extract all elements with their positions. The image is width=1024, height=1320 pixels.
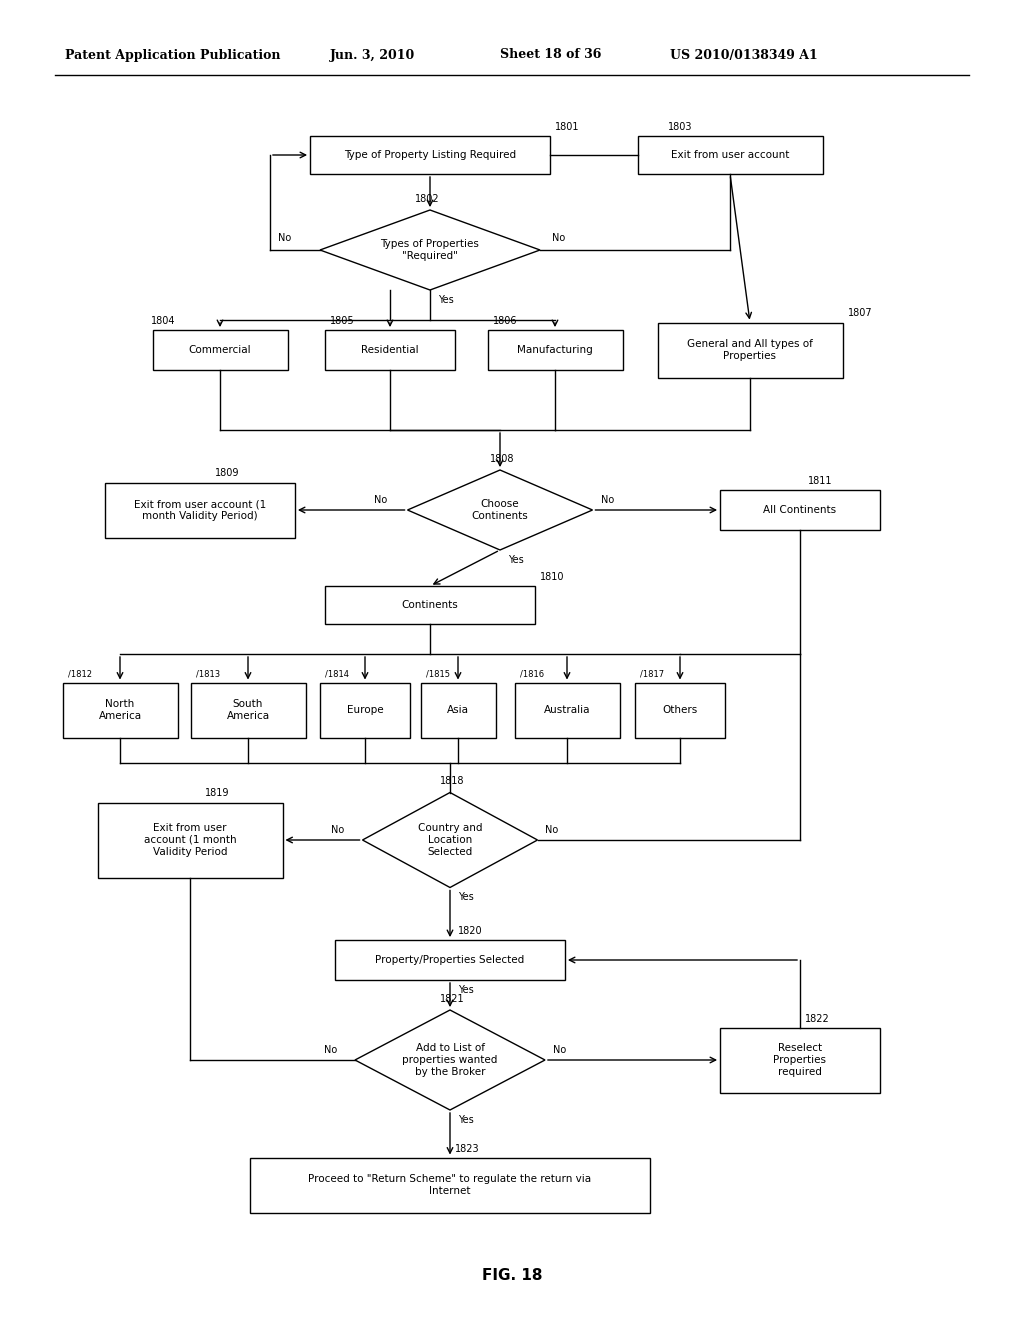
Text: 1819: 1819	[205, 788, 229, 799]
Text: Jun. 3, 2010: Jun. 3, 2010	[330, 49, 416, 62]
Text: No: No	[546, 825, 559, 836]
Text: 1804: 1804	[151, 315, 175, 326]
Text: Exit from user account (1
month Validity Period): Exit from user account (1 month Validity…	[134, 499, 266, 521]
Bar	[105, 483, 295, 537]
Text: /1815: /1815	[426, 669, 450, 678]
Text: 1818: 1818	[440, 776, 465, 787]
Polygon shape	[355, 1010, 545, 1110]
Text: FIG. 18: FIG. 18	[481, 1267, 543, 1283]
Polygon shape	[319, 210, 540, 290]
Text: Choose
Continents: Choose Continents	[472, 499, 528, 521]
Text: Continents: Continents	[401, 601, 459, 610]
Bar	[638, 136, 822, 174]
Bar	[310, 136, 550, 174]
Text: No: No	[600, 495, 613, 506]
Text: Others: Others	[663, 705, 697, 715]
Text: General and All types of
Properties: General and All types of Properties	[687, 339, 813, 360]
Text: Type of Property Listing Required: Type of Property Listing Required	[344, 150, 516, 160]
Text: 1811: 1811	[808, 477, 833, 486]
Text: Reselect
Properties
required: Reselect Properties required	[773, 1043, 826, 1077]
Text: Yes: Yes	[458, 1115, 474, 1125]
Text: 1802: 1802	[415, 194, 439, 205]
Text: Yes: Yes	[458, 892, 474, 903]
Bar	[657, 322, 843, 378]
Polygon shape	[362, 792, 538, 887]
Text: 1822: 1822	[805, 1014, 829, 1023]
Text: 1820: 1820	[458, 927, 482, 936]
Bar	[635, 682, 725, 738]
Text: 1808: 1808	[490, 454, 514, 465]
Text: /1813: /1813	[196, 669, 219, 678]
Text: /1816: /1816	[519, 669, 544, 678]
Text: Country and
Location
Selected: Country and Location Selected	[418, 824, 482, 857]
Bar	[325, 330, 455, 370]
Bar	[62, 682, 177, 738]
Text: No: No	[331, 825, 344, 836]
Text: /1814: /1814	[325, 669, 349, 678]
Text: Exit from user account: Exit from user account	[671, 150, 790, 160]
Text: 1810: 1810	[540, 572, 564, 582]
Bar	[487, 330, 623, 370]
Text: Residential: Residential	[361, 345, 419, 355]
Text: Australia: Australia	[544, 705, 590, 715]
Bar	[335, 940, 565, 979]
Bar	[720, 1027, 880, 1093]
Bar	[325, 586, 535, 624]
Text: Property/Properties Selected: Property/Properties Selected	[376, 954, 524, 965]
Bar	[514, 682, 620, 738]
Text: Exit from user
account (1 month
Validity Period: Exit from user account (1 month Validity…	[143, 824, 237, 857]
Bar	[190, 682, 305, 738]
Bar	[250, 1158, 650, 1213]
Text: Add to List of
properties wanted
by the Broker: Add to List of properties wanted by the …	[402, 1043, 498, 1077]
Text: 1809: 1809	[215, 469, 240, 479]
Text: 1823: 1823	[455, 1143, 479, 1154]
Text: No: No	[553, 1045, 566, 1055]
Polygon shape	[408, 470, 593, 550]
Text: 1806: 1806	[493, 315, 517, 326]
Bar	[97, 803, 283, 878]
Bar	[319, 682, 410, 738]
Bar	[153, 330, 288, 370]
Text: Commercial: Commercial	[188, 345, 251, 355]
Text: South
America: South America	[226, 700, 269, 721]
Text: /1817: /1817	[640, 669, 665, 678]
Text: 1805: 1805	[330, 315, 354, 326]
Text: No: No	[374, 495, 387, 506]
Bar	[421, 682, 496, 738]
Text: Patent Application Publication: Patent Application Publication	[65, 49, 281, 62]
Text: 1821: 1821	[440, 994, 465, 1005]
Text: Sheet 18 of 36: Sheet 18 of 36	[500, 49, 601, 62]
Text: Manufacturing: Manufacturing	[517, 345, 593, 355]
Text: Proceed to "Return Scheme" to regulate the return via
Internet: Proceed to "Return Scheme" to regulate t…	[308, 1175, 592, 1196]
Text: No: No	[278, 234, 291, 243]
Text: Europe: Europe	[347, 705, 383, 715]
Text: North
America: North America	[98, 700, 141, 721]
Text: Yes: Yes	[458, 985, 474, 995]
Text: Types of Properties
"Required": Types of Properties "Required"	[381, 239, 479, 261]
Bar	[720, 490, 880, 531]
Text: US 2010/0138349 A1: US 2010/0138349 A1	[670, 49, 818, 62]
Text: /1812: /1812	[68, 669, 91, 678]
Text: 1807: 1807	[848, 309, 872, 318]
Text: 1801: 1801	[555, 121, 580, 132]
Text: All Continents: All Continents	[764, 506, 837, 515]
Text: No: No	[324, 1045, 337, 1055]
Text: Yes: Yes	[438, 294, 454, 305]
Text: Yes: Yes	[508, 554, 523, 565]
Text: No: No	[552, 234, 565, 243]
Text: 1803: 1803	[668, 121, 692, 132]
Text: Asia: Asia	[447, 705, 469, 715]
